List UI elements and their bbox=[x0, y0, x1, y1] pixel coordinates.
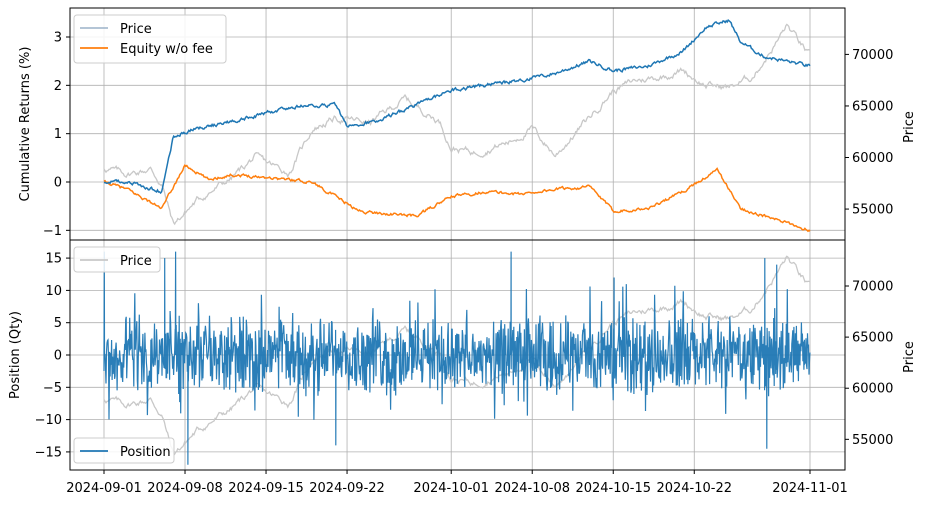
y-tick-label: 10 bbox=[45, 284, 62, 299]
x-ticks: 2024-09-01 2024-09-08 2024-09-15 2024-09-22… bbox=[66, 470, 848, 496]
equity-line bbox=[103, 18, 811, 195]
top-series-lines bbox=[103, 18, 811, 233]
bottom-left-ticks: −15 −10 −5 0 5 10 15 bbox=[35, 252, 70, 460]
bottom-y2label: Price bbox=[902, 341, 917, 373]
top-left-ticks: −1 0 1 2 3 bbox=[43, 31, 70, 239]
returns-panel: −1 0 1 2 3 55000 60000 65000 70000 Cumulative R… bbox=[18, 7, 917, 241]
y2-tick-label: 70000 bbox=[852, 280, 893, 295]
y2-tick-label: 65000 bbox=[852, 331, 893, 346]
bottom-legend-price: Price bbox=[73, 246, 161, 273]
top-legend-box bbox=[73, 14, 227, 64]
y-tick-label: 5 bbox=[54, 316, 62, 331]
legend-position-label: Position bbox=[120, 445, 171, 460]
x-tick-label: 2024-09-22 bbox=[309, 481, 385, 496]
x-tick-label: 2024-09-01 bbox=[66, 481, 142, 496]
x-tick-label: 2024-10-01 bbox=[413, 481, 489, 496]
y2-tick-label: 55000 bbox=[852, 433, 893, 448]
legend-price-label: Price bbox=[120, 22, 152, 37]
top-right-ticks: 55000 60000 65000 70000 bbox=[845, 48, 893, 218]
y2-tick-label: 60000 bbox=[852, 382, 893, 397]
y2-tick-label: 60000 bbox=[852, 151, 893, 166]
bottom-ylabel: Position (Qty) bbox=[8, 311, 23, 399]
bottom-right-ticks: 55000 60000 65000 70000 bbox=[845, 280, 893, 448]
top-legend: Price Equity w/o fee bbox=[73, 14, 227, 64]
x-tick-label: 2024-10-22 bbox=[656, 481, 732, 496]
x-tick-label: 2024-09-08 bbox=[147, 481, 223, 496]
y-tick-label: 2 bbox=[54, 79, 62, 94]
y-tick-label: −5 bbox=[43, 381, 62, 396]
legend-equity-label: Equity w/o fee bbox=[120, 42, 213, 57]
y2-tick-label: 55000 bbox=[852, 203, 893, 218]
y-tick-label: −10 bbox=[35, 413, 62, 428]
y2-tick-label: 70000 bbox=[852, 48, 893, 63]
x-tick-label: 2024-10-08 bbox=[494, 481, 570, 496]
y-tick-label: 1 bbox=[54, 127, 62, 142]
equity-without-fee-line bbox=[103, 163, 811, 233]
y2-tick-label: 65000 bbox=[852, 99, 893, 114]
position-line bbox=[103, 251, 811, 465]
y-tick-label: 3 bbox=[54, 31, 62, 46]
y-tick-label: −15 bbox=[35, 445, 62, 460]
x-tick-label: 2024-09-15 bbox=[228, 481, 304, 496]
y-tick-label: 0 bbox=[54, 349, 62, 364]
x-tick-label: 2024-11-01 bbox=[772, 481, 848, 496]
x-tick-label: 2024-10-15 bbox=[575, 481, 651, 496]
top-y2label: Price bbox=[902, 111, 917, 143]
bottom-legend-position: Position bbox=[73, 437, 175, 464]
top-ylabel: Cumulative Returns (%) bbox=[18, 47, 33, 202]
bottom-series-lines bbox=[103, 251, 811, 465]
price-line bbox=[103, 23, 811, 226]
bottom-legend-price-box bbox=[73, 246, 161, 273]
y-tick-label: 15 bbox=[45, 252, 62, 267]
legend-bottom-price-label: Price bbox=[120, 254, 152, 269]
y-tick-label: −1 bbox=[43, 224, 62, 239]
y-tick-label: 0 bbox=[54, 176, 62, 191]
bottom-legend-position-box bbox=[73, 437, 175, 464]
position-panel: −15 −10 −5 0 5 10 15 55000 60000 65000 70000 2024… bbox=[8, 239, 917, 496]
